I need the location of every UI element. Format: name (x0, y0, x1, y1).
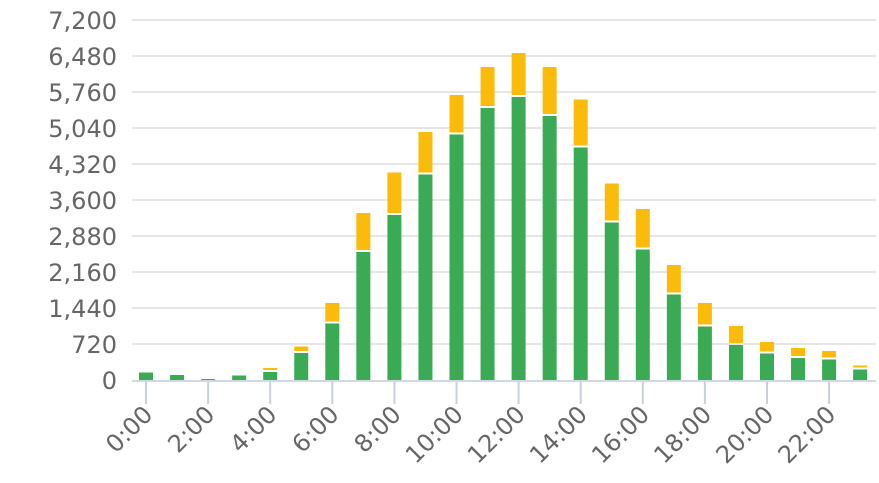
y-tick-label: 6,480 (48, 43, 117, 71)
y-tick-label: 1,440 (48, 295, 117, 323)
bar-segment-2 (511, 53, 526, 95)
bar-segment-2 (791, 348, 806, 356)
bar-segment-2 (666, 265, 681, 293)
y-tick-label: 3,600 (48, 187, 117, 215)
bar-segment-2 (697, 303, 712, 325)
bar-segment-2 (635, 209, 650, 248)
x-tick-label: 6:00 (287, 400, 345, 458)
bar-segment-1 (573, 147, 588, 380)
bar-segment-2 (325, 303, 340, 322)
bar-segment-2 (294, 346, 309, 351)
bar-segment-1 (480, 108, 495, 380)
bar-segment-1 (325, 323, 340, 380)
bar-segment-1 (635, 249, 650, 380)
x-tick-label: 2:00 (162, 400, 220, 458)
y-axis-tick-labels: 0 720 1,440 2,160 2,880 3,600 4,320 5,040 5,760 6… (48, 7, 117, 395)
y-tick-label: 5,760 (48, 79, 117, 107)
bar-segment-1 (294, 353, 309, 380)
y-tick-label: 5,040 (48, 115, 117, 143)
bar-segment-2 (604, 183, 619, 221)
x-tick-label: 14:00 (524, 400, 593, 469)
bar-segment-1 (263, 372, 278, 380)
bar-segment-2 (573, 99, 588, 146)
bar-segment-1 (387, 215, 402, 380)
x-tick-label: 16:00 (586, 400, 655, 469)
bar-segment-1 (232, 375, 247, 380)
bar-segment-1 (791, 358, 806, 380)
bar-segment-2 (480, 67, 495, 106)
bar-segment-1 (853, 369, 868, 380)
x-tick-label: 10:00 (400, 400, 469, 469)
bar-segment-2 (449, 95, 464, 133)
bar-segment-2 (542, 67, 557, 114)
bar-segment-1 (511, 97, 526, 380)
y-tick-label: 7,200 (48, 7, 117, 35)
bar-segment-1 (542, 116, 557, 380)
x-tick-label: 12:00 (462, 400, 531, 469)
bar-segment-1 (418, 174, 433, 380)
y-tick-label: 2,160 (48, 259, 117, 287)
bar-segment-2 (387, 172, 402, 213)
bar-segment-1 (604, 222, 619, 380)
bar-segment-1 (356, 252, 371, 380)
bar-segment-1 (201, 379, 216, 380)
bar-segment-2 (853, 365, 868, 368)
bar-segment-2 (356, 213, 371, 250)
bar-segment-1 (728, 345, 743, 380)
bar-segment-1 (822, 359, 837, 380)
x-tick-label: 20:00 (711, 400, 780, 469)
x-tick-label: 8:00 (349, 400, 407, 458)
y-tick-label: 2,880 (48, 223, 117, 251)
bar-segment-2 (760, 342, 774, 352)
bar-marks (139, 53, 868, 380)
bar-segment-2 (418, 132, 433, 173)
grid-lines (132, 19, 876, 345)
x-tick-label: 18:00 (648, 400, 717, 469)
x-tick-label: 0:00 (100, 400, 158, 458)
bar-segment-1 (449, 134, 464, 380)
bar-segment-1 (666, 294, 681, 380)
bar-segment-2 (822, 351, 837, 358)
bar-segment-1 (697, 326, 712, 380)
x-tick-label: 4:00 (225, 400, 283, 458)
x-tick-label: 22:00 (773, 400, 842, 469)
y-tick-label: 4,320 (48, 151, 117, 179)
y-tick-label: 720 (71, 331, 117, 359)
bar-segment-2 (728, 326, 743, 343)
x-axis-tick-labels: 0:00 2:00 4:00 6:00 8:0010:0012:0014:0016:00… (100, 400, 841, 469)
bar-segment-1 (139, 372, 153, 380)
bar-segment-2 (263, 368, 278, 370)
bar-segment-1 (170, 375, 185, 380)
bar-segment-1 (760, 353, 774, 380)
y-tick-label: 0 (102, 367, 117, 395)
x-axis (132, 380, 876, 404)
